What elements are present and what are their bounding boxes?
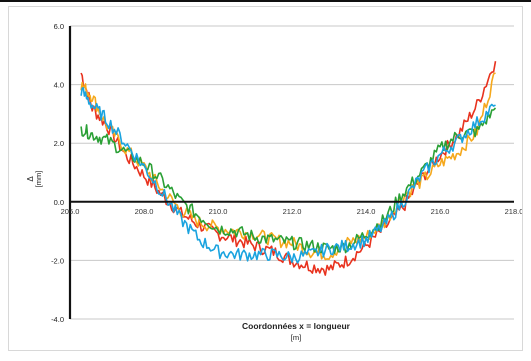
x-axis-unit: [m] xyxy=(291,333,301,342)
y-tick-label: -4.0 xyxy=(51,315,64,324)
y-tick-label: -2.0 xyxy=(51,256,64,265)
x-tick-label: 214.0 xyxy=(357,207,376,216)
x-tick-label: 206.0 xyxy=(61,207,80,216)
chart-frame: -4.0 -2.0 0.0 2.0 4.0 6.0 206.0 208.0 210.0 212.0… xyxy=(8,6,523,351)
series-line-4 xyxy=(80,87,496,264)
y-tick-label: 6.0 xyxy=(54,22,64,31)
x-tick-label: 210.0 xyxy=(209,207,228,216)
x-tick-label: 216.0 xyxy=(431,207,450,216)
y-tick-label: 2.0 xyxy=(54,139,64,148)
series-line-1 xyxy=(80,61,497,276)
series-line-3 xyxy=(80,107,497,254)
axes xyxy=(68,26,514,319)
top-border xyxy=(0,0,531,2)
y-axis-label: Δ xyxy=(26,176,35,182)
y-tick-label: 4.0 xyxy=(54,81,64,90)
x-tick-label: 208.0 xyxy=(135,207,154,216)
line-chart: -4.0 -2.0 0.0 2.0 4.0 6.0 206.0 208.0 210.0 212.0… xyxy=(26,22,523,342)
gridlines xyxy=(70,25,514,320)
x-axis-label: Coordonnées x = longueur xyxy=(242,321,351,331)
x-tick-label: 212.0 xyxy=(283,207,302,216)
series-line-2 xyxy=(80,72,496,261)
y-tick-label: 0.0 xyxy=(54,198,64,207)
tick-labels: -4.0 -2.0 0.0 2.0 4.0 6.0 206.0 208.0 210.0 212.0… xyxy=(51,22,523,324)
x-tick-label: 218.0 xyxy=(505,207,522,216)
y-axis-unit: [mm] xyxy=(34,171,43,188)
series-group xyxy=(80,61,497,276)
